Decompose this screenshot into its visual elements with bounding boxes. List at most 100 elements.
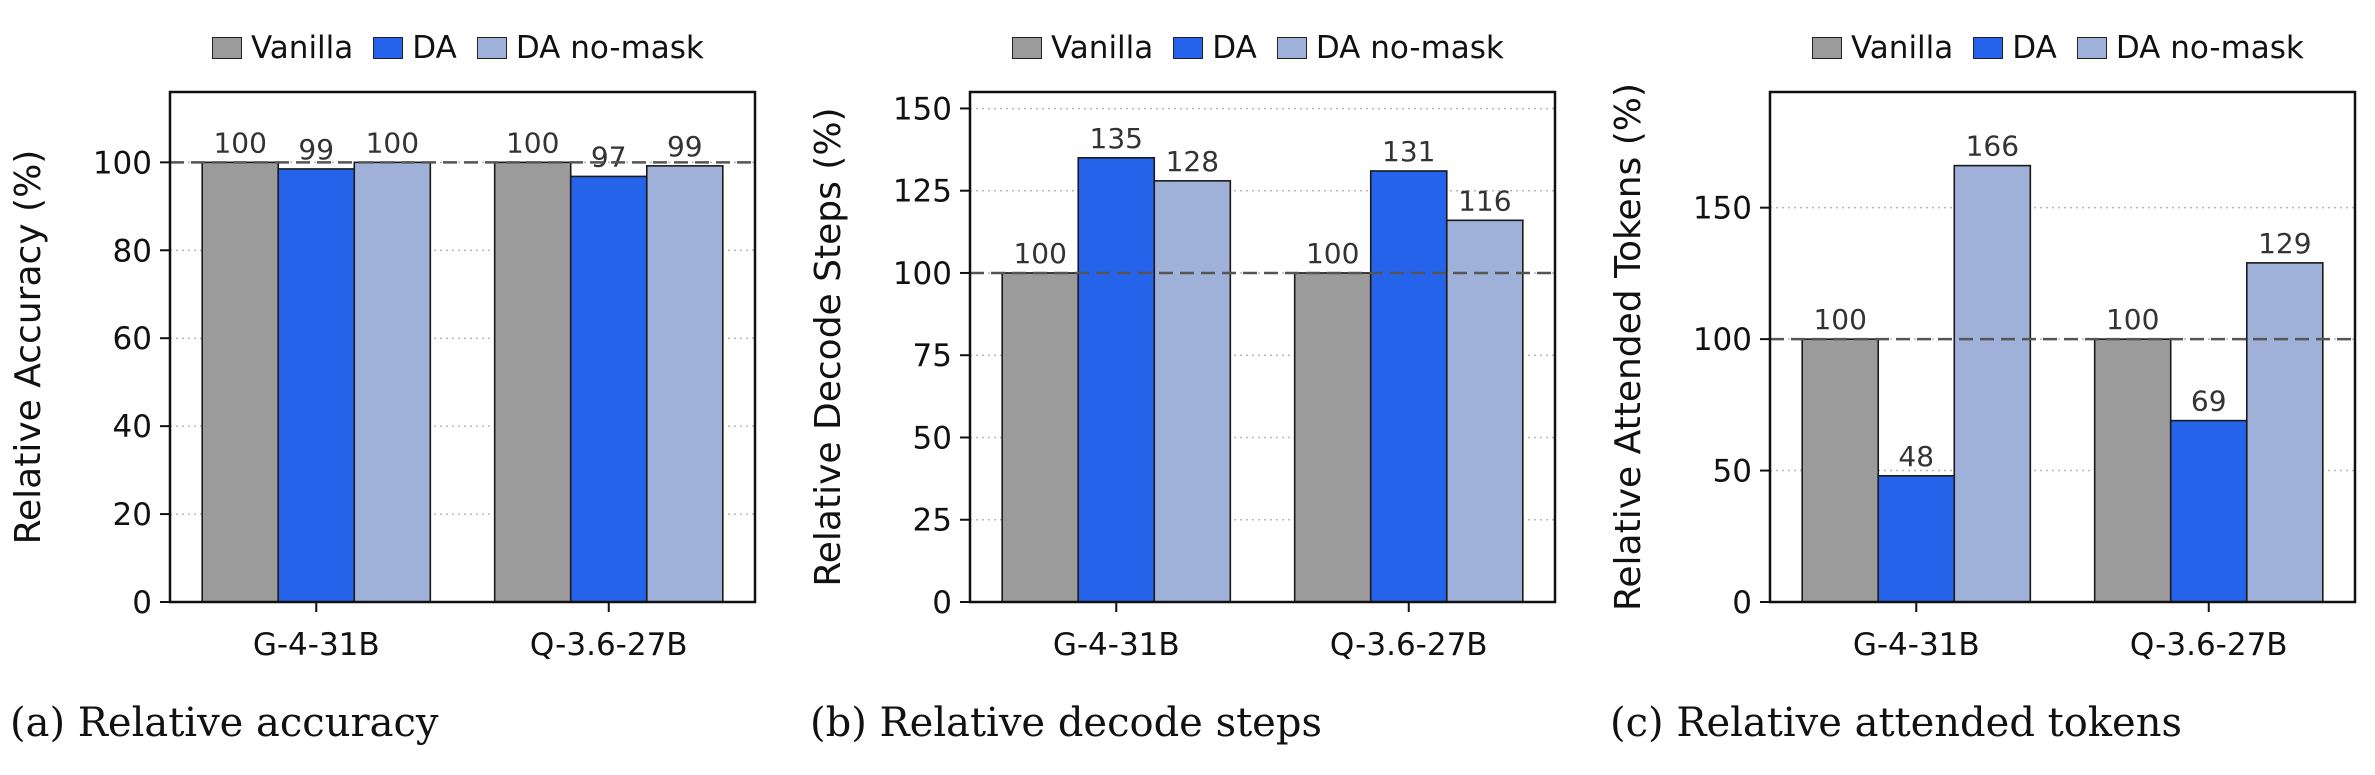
data-label: 100 (1813, 303, 1866, 336)
legend-label-da-no-mask: DA no-mask (1315, 30, 1504, 66)
data-label: 48 (1898, 440, 1934, 473)
legend-label-da: DA (2012, 30, 2057, 66)
legend-item-da-no-mask: DA no-mask (476, 30, 704, 66)
legend-label-da: DA (1212, 30, 1257, 66)
data-label: 100 (506, 126, 559, 159)
legend-item-vanilla: Vanilla (1812, 30, 1953, 66)
data-label: 166 (1966, 130, 2019, 163)
data-label: 116 (1458, 184, 1511, 217)
y-tick-label: 80 (113, 233, 152, 269)
data-label: 100 (2106, 303, 2159, 336)
y-tick-label: 75 (913, 338, 952, 374)
y-tick-label: 100 (1693, 322, 1752, 358)
data-label: 129 (2258, 227, 2311, 260)
bar-da-no-mask (353, 161, 432, 603)
y-tick-label: 150 (1693, 191, 1752, 227)
legend-item-da: DA (1973, 30, 2057, 66)
bar-vanilla (1801, 338, 1880, 603)
legend-label-da: DA (412, 30, 457, 66)
legend-swatch-da-no-mask (476, 37, 507, 59)
plot-frame (168, 90, 757, 604)
legend-item-da: DA (373, 30, 457, 66)
y-tick-label: 0 (132, 585, 152, 621)
data-label: 99 (298, 133, 334, 166)
bar-da (1369, 170, 1448, 603)
bar-vanilla (201, 161, 280, 603)
data-label: 100 (366, 126, 419, 159)
legend-c: Vanilla DA DA no-mask (1812, 30, 2324, 66)
legend-swatch-vanilla (1012, 37, 1042, 59)
legend-swatch-vanilla (212, 37, 242, 59)
legend-label-vanilla: Vanilla (251, 30, 354, 66)
legend-swatch-vanilla (1812, 37, 1842, 59)
y-axis-title: Relative Decode Steps (%) (808, 107, 849, 586)
legend-swatch-da-no-mask (1276, 37, 1307, 59)
bar-vanilla (2093, 338, 2172, 603)
plot-frame (1768, 90, 2357, 604)
y-tick-label: 0 (1732, 585, 1752, 621)
y-tick-label: 25 (913, 503, 952, 539)
y-tick-label: 100 (93, 145, 152, 181)
legend-item-da: DA (1173, 30, 1257, 66)
legend-swatch-da (1973, 37, 2004, 59)
data-label: 135 (1090, 122, 1143, 155)
bar-da-no-mask (1445, 219, 1524, 603)
data-label: 100 (1306, 237, 1359, 270)
legend-swatch-da (1173, 37, 1204, 59)
caption-c: (c) Relative attended tokens (1610, 700, 2182, 746)
legend-item-vanilla: Vanilla (1012, 30, 1153, 66)
bar-da-no-mask (645, 165, 724, 603)
x-tick-label: G-4-31B (1053, 627, 1180, 663)
bar-da (277, 168, 356, 603)
bar-da (2169, 419, 2248, 603)
legend-item-da-no-mask: DA no-mask (1276, 30, 1504, 66)
y-axis-title: Relative Accuracy (%) (8, 150, 49, 545)
bar-da-no-mask (2245, 262, 2324, 603)
y-tick-label: 20 (113, 497, 152, 533)
bar-da-no-mask (1153, 180, 1232, 603)
legend-b: Vanilla DA DA no-mask (1012, 30, 1524, 66)
bar-da (569, 175, 648, 603)
legend-label-vanilla: Vanilla (1051, 30, 1154, 66)
caption-a: (a) Relative accuracy (10, 700, 439, 746)
bar-da-no-mask (1953, 164, 2032, 603)
plot-frame (968, 90, 1557, 604)
data-label: 128 (1166, 145, 1219, 178)
data-label: 100 (1013, 237, 1066, 270)
bar-da (1077, 157, 1156, 603)
y-tick-label: 50 (913, 420, 952, 456)
legend-label-da-no-mask: DA no-mask (515, 30, 704, 66)
x-tick-label: Q-3.6-27B (2130, 627, 2288, 663)
data-label: 131 (1382, 135, 1435, 168)
bar-vanilla (1001, 272, 1080, 603)
x-tick-label: Q-3.6-27B (1330, 627, 1488, 663)
bar-vanilla (1293, 272, 1372, 603)
y-tick-label: 0 (932, 585, 952, 621)
x-tick-label: G-4-31B (1853, 627, 1980, 663)
legend-swatch-da-no-mask (2076, 37, 2107, 59)
legend-swatch-da (373, 37, 404, 59)
data-label: 97 (591, 140, 627, 173)
bar-da (1877, 475, 1956, 603)
y-tick-label: 100 (893, 256, 952, 292)
y-axis-title: Relative Attended Tokens (%) (1608, 83, 1649, 611)
y-tick-label: 125 (893, 174, 952, 210)
y-tick-label: 40 (113, 409, 152, 445)
y-tick-label: 50 (1713, 454, 1752, 490)
y-tick-label: 60 (113, 321, 152, 357)
caption-b: (b) Relative decode steps (810, 700, 1322, 746)
x-tick-label: Q-3.6-27B (530, 627, 688, 663)
legend-item-da-no-mask: DA no-mask (2076, 30, 2304, 66)
legend-label-vanilla: Vanilla (1851, 30, 1954, 66)
data-label: 100 (213, 126, 266, 159)
data-label: 69 (2191, 385, 2227, 418)
y-tick-label: 150 (893, 91, 952, 127)
data-label: 99 (667, 130, 703, 163)
legend-label-da-no-mask: DA no-mask (2115, 30, 2304, 66)
x-tick-label: G-4-31B (253, 627, 380, 663)
legend-a: Vanilla DA DA no-mask (212, 30, 724, 66)
